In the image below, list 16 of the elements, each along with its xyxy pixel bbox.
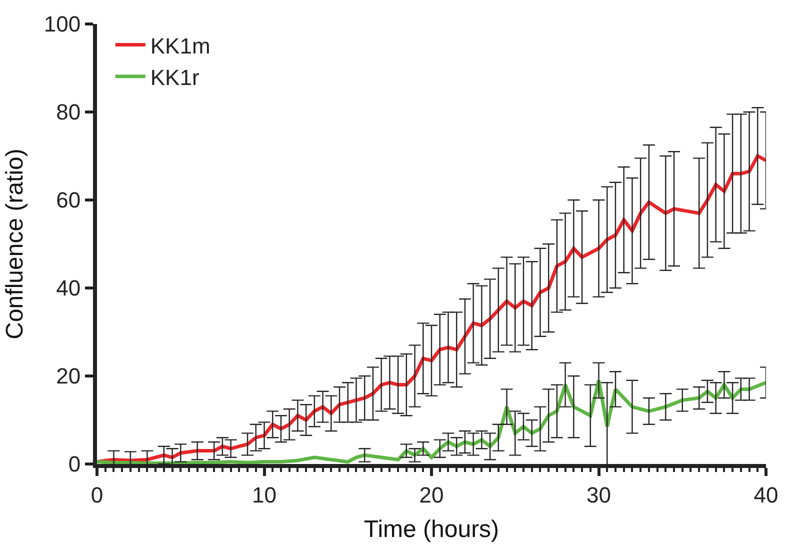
y-tick-label: 40 [56, 276, 81, 301]
x-axis-title: Time (hours) [364, 516, 500, 544]
x-tick-label: 30 [586, 482, 611, 508]
x-tick-label: 10 [252, 482, 276, 508]
x-tick-label: 0 [90, 482, 104, 508]
y-tick-label: 100 [44, 12, 81, 37]
x-tick-label: 20 [419, 482, 444, 508]
y-tick-label: 20 [56, 364, 81, 389]
line-series [97, 378, 766, 464]
legend-label: KK1m [150, 33, 210, 58]
y-tick-label: 60 [56, 188, 81, 213]
legend-label: KK1r [150, 64, 200, 90]
x-tick-label: 40 [754, 482, 778, 508]
y-tick-label: 80 [56, 100, 81, 125]
y-axis-title: Confluence (ratio) [1, 148, 28, 340]
y-tick-label: 0 [68, 452, 81, 477]
